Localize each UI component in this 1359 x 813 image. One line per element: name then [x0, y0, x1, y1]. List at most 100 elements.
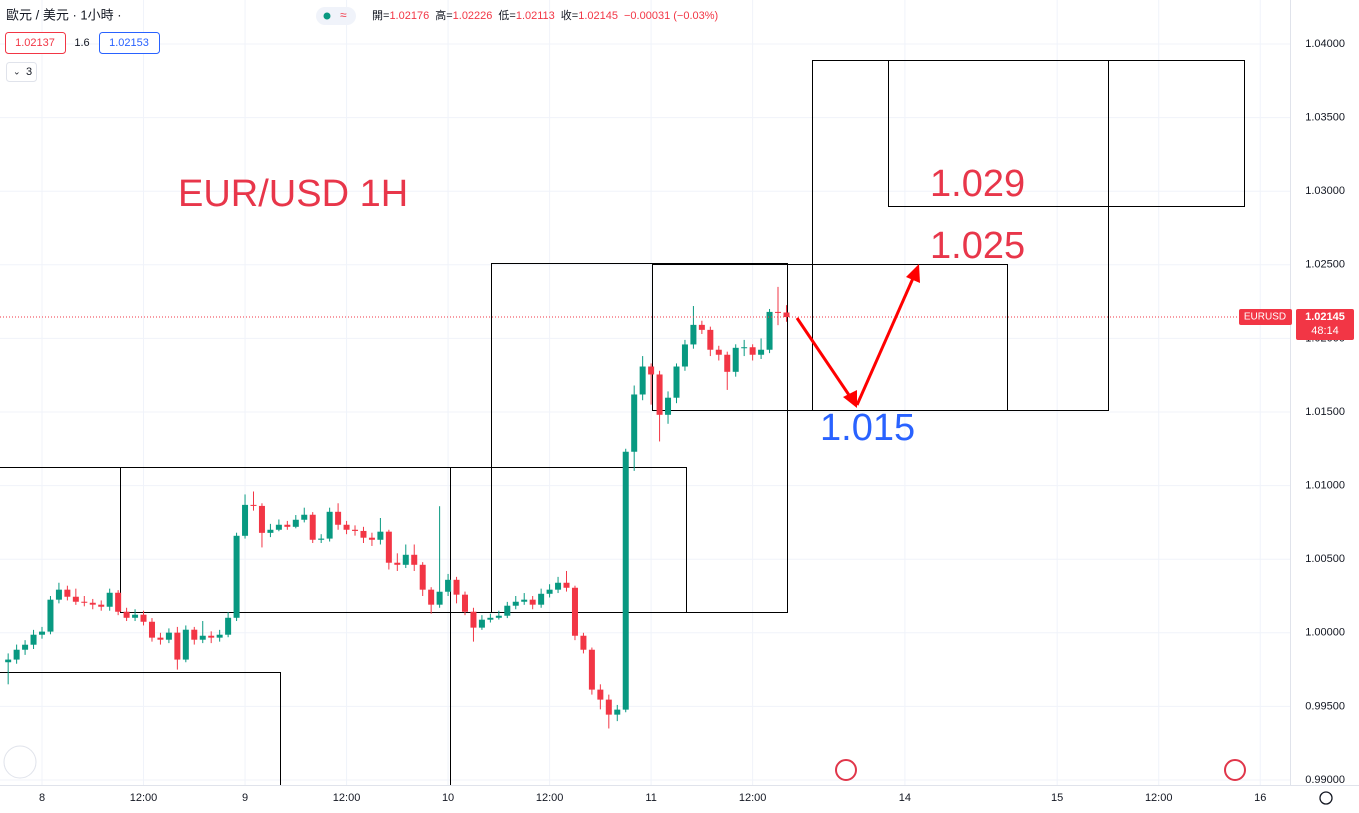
candle-body	[216, 634, 223, 638]
spread: 1.6	[74, 37, 89, 49]
y-tick-label: 1.03000	[1305, 185, 1345, 197]
ask-box[interactable]	[99, 32, 160, 54]
candle-body	[555, 582, 562, 590]
candle-body	[123, 611, 130, 618]
candle-body	[284, 524, 291, 527]
y-tick-label: 0.99500	[1305, 700, 1345, 712]
x-tick-label: 12:00	[739, 792, 767, 804]
y-tick-label: 1.01500	[1305, 406, 1345, 418]
arrows	[795, 264, 920, 408]
candle-body	[461, 594, 468, 612]
indicator-toggle[interactable]	[6, 62, 37, 82]
drawing-box	[491, 263, 788, 613]
event-flag[interactable]	[835, 759, 857, 781]
candle-body	[208, 635, 215, 638]
candle-body	[301, 514, 308, 520]
candle-body	[98, 604, 105, 607]
ohlc-change: −0.00031 (−0.03%)	[624, 10, 718, 22]
candle-body	[39, 631, 46, 635]
candle-body	[22, 644, 29, 650]
candle-body	[546, 589, 553, 594]
candle-body	[749, 347, 756, 355]
candle-body	[199, 635, 206, 640]
candle-body	[656, 374, 663, 415]
x-tick-label: 9	[242, 792, 248, 804]
ask: 1.02153	[109, 37, 149, 49]
settings-button[interactable]	[1319, 791, 1333, 805]
candle-body	[631, 394, 638, 452]
candle-body	[445, 579, 452, 592]
drawings	[0, 60, 1245, 785]
candle-body	[681, 344, 688, 367]
arrow	[795, 317, 853, 399]
status-dot	[323, 12, 331, 20]
annotation: 1.015	[820, 407, 915, 449]
drawing-box	[120, 467, 687, 613]
candle-body	[732, 347, 739, 372]
y-tick-label: 1.00000	[1305, 627, 1345, 639]
status-icon: ≈	[340, 8, 347, 22]
event-flag[interactable]	[1224, 759, 1246, 781]
candle-body	[614, 709, 621, 715]
price-axis-bg	[1290, 0, 1359, 813]
candle-body	[529, 599, 536, 605]
candle-body	[106, 592, 113, 607]
price-tag-countdown: 48:14	[1311, 325, 1339, 337]
candle-body	[13, 649, 20, 660]
candle-body	[436, 591, 443, 605]
candle-body	[504, 605, 511, 616]
bid-box[interactable]	[5, 32, 66, 54]
symbol-tag-text: EURUSD	[1244, 312, 1286, 323]
candle-body	[707, 329, 714, 350]
y-tick-label: 1.03500	[1305, 112, 1345, 124]
candle-body	[639, 366, 646, 395]
candle-body	[538, 593, 545, 605]
candles	[5, 286, 790, 729]
candle-body	[622, 451, 629, 710]
candle-body	[775, 311, 782, 313]
candle-body	[377, 531, 384, 540]
candle-body	[360, 530, 367, 538]
annotation: 1.025	[930, 225, 1025, 267]
candle-body	[783, 312, 790, 318]
axes: 0.99000 0.99500 1.00000 1.00500 1.01000 1.015…	[39, 38, 1345, 804]
candle-body	[5, 659, 12, 663]
ohlc-header: 開=1.02176 高=1.02226 低=1.02113 收=1.02145 −0.0…	[372, 8, 718, 22]
x-tick-label: 14	[899, 792, 911, 804]
candle-body	[563, 582, 570, 588]
x-tick-label: 12:00	[130, 792, 158, 804]
candle-body	[258, 505, 265, 533]
candle-body	[72, 596, 79, 602]
logo-button[interactable]	[3, 745, 37, 779]
candle-body	[55, 589, 62, 600]
candle-body	[47, 599, 54, 632]
candle-body	[275, 524, 282, 530]
annotation: EUR/USD 1H	[178, 173, 408, 215]
candle-body	[89, 602, 96, 605]
candle-body	[673, 366, 680, 398]
ohlc-label: 高=	[435, 8, 452, 22]
candle-body	[419, 564, 426, 590]
indicator-count: 3	[26, 66, 32, 78]
candle-body	[148, 621, 155, 638]
ohlc-label: 開=	[372, 9, 389, 22]
x-tick-label: 12:00	[1145, 792, 1173, 804]
candle-body	[665, 397, 672, 415]
x-tick-label: 15	[1051, 792, 1063, 804]
candle-body	[487, 617, 494, 620]
candle-body	[318, 538, 325, 540]
drawing-box	[652, 264, 1008, 411]
y-tick-label: 1.04000	[1305, 38, 1345, 50]
drawing-line	[0, 672, 281, 785]
y-tick-label: 0.99000	[1305, 774, 1345, 786]
chevron: ⌄	[13, 66, 21, 76]
candle-body	[495, 615, 502, 618]
symbol-title: 歐元 / 美元 · 1小時 ·	[6, 7, 122, 22]
y-tick-label: 1.01000	[1305, 480, 1345, 492]
candle-body	[385, 531, 392, 563]
ohlc-value: 1.02145	[578, 10, 618, 22]
candle-body	[132, 614, 139, 618]
candle-body	[343, 524, 350, 530]
candle-body	[30, 634, 37, 645]
candle-body	[698, 324, 705, 330]
